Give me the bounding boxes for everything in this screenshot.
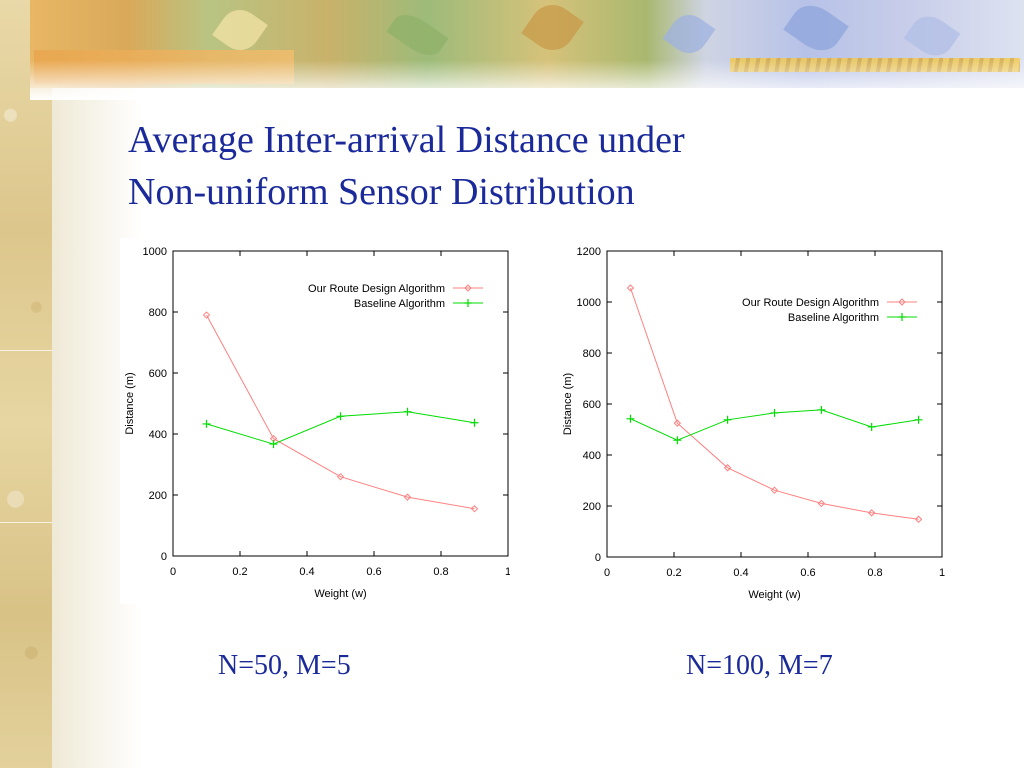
x-tick-label: 0.4 [733,567,748,579]
data-point [626,414,635,423]
y-tick-label: 600 [149,368,167,380]
data-point [470,418,479,427]
leaf-decoration [662,7,716,61]
legend-label: Our Route Design Algorithm [308,283,445,295]
caption-right: N=100, M=7 [686,650,833,681]
data-point [867,422,876,431]
x-tick-label: 0.8 [867,567,882,579]
data-point [723,415,732,424]
x-tick-label: 0 [170,566,176,578]
data-point [202,311,211,319]
slide-title-line1: Average Inter-arrival Distance under [128,119,685,161]
x-tick-label: 0.2 [666,567,681,579]
y-tick-label: 0 [161,551,167,563]
legend-marker [464,284,472,292]
x-tick-label: 0.8 [433,566,448,578]
parchment-sidebar [0,0,52,768]
data-point [336,412,345,421]
y-tick-label: 1200 [577,246,601,258]
data-point [626,284,635,292]
x-axis-label: Weight (w) [314,588,366,600]
legend-marker [898,298,906,306]
leaf-decoration [903,8,961,64]
slide-title: Average Inter-arrival Distance under Non… [128,114,888,218]
data-point [914,515,923,523]
y-tick-label: 800 [149,307,167,319]
y-tick-label: 200 [149,490,167,502]
data-point [470,505,479,513]
x-tick-label: 0.4 [299,566,314,578]
chart-right-svg: 0 0.2 0.4 0.6 0.8 1 0 200 400 600 800 1000 1200 Weigh… [562,246,945,601]
data-point [403,407,412,416]
legend-label: Baseline Algorithm [788,312,879,324]
data-point [336,472,345,481]
y-tick-label: 200 [583,501,601,513]
series-line [630,287,919,520]
y-tick-label: 400 [583,450,601,462]
chart-left: 0 0.2 0.4 0.6 0.8 1 0 200 400 600 800 1000 Weight (w… [120,238,510,604]
divider [0,522,52,523]
y-axis-label: Distance (m) [124,372,136,434]
y-tick-label: 0 [595,552,601,564]
x-tick-label: 1 [939,567,945,579]
data-point [770,486,779,494]
legend-label: Our Route Design Algorithm [742,297,879,309]
data-point [867,509,876,517]
plot-frame [172,250,509,557]
caption-left: N=50, M=5 [218,650,351,681]
legend-label: Baseline Algorithm [354,298,445,310]
x-axis-label: Weight (w) [748,589,800,601]
data-point [269,440,278,449]
y-axis-label: Distance (m) [562,373,574,435]
y-tick-label: 1000 [577,297,601,309]
series-line [206,314,475,510]
y-tick-label: 600 [583,399,601,411]
data-point [770,408,779,417]
divider [0,350,52,351]
legend-marker [464,299,472,307]
y-tick-label: 1000 [143,246,167,258]
chart-right: 0 0.2 0.4 0.6 0.8 1 0 200 400 600 800 1000 1200 Weigh… [556,238,948,604]
data-point [673,419,682,427]
data-point [817,499,826,508]
banner-fade [30,60,1024,100]
x-tick-label: 0.6 [366,566,381,578]
data-point [403,493,412,501]
y-tick-label: 800 [583,348,601,360]
x-tick-label: 0.6 [800,567,815,579]
slide-title-line2: Non-uniform Sensor Distribution [128,171,635,213]
chart-left-svg: 0 0.2 0.4 0.6 0.8 1 0 200 400 600 800 1000 Weight (w… [124,246,510,600]
leaf-decoration [783,0,849,60]
x-tick-label: 0 [604,567,610,579]
data-point [673,436,682,445]
x-tick-label: 0.2 [232,566,247,578]
data-point [723,464,732,472]
data-point [817,405,826,414]
data-point [914,415,923,424]
data-point [202,419,211,428]
y-tick-label: 400 [149,429,167,441]
leaf-decoration [386,6,449,64]
x-tick-label: 1 [505,566,510,578]
legend-marker [898,313,906,321]
leaf-decoration [521,0,584,59]
